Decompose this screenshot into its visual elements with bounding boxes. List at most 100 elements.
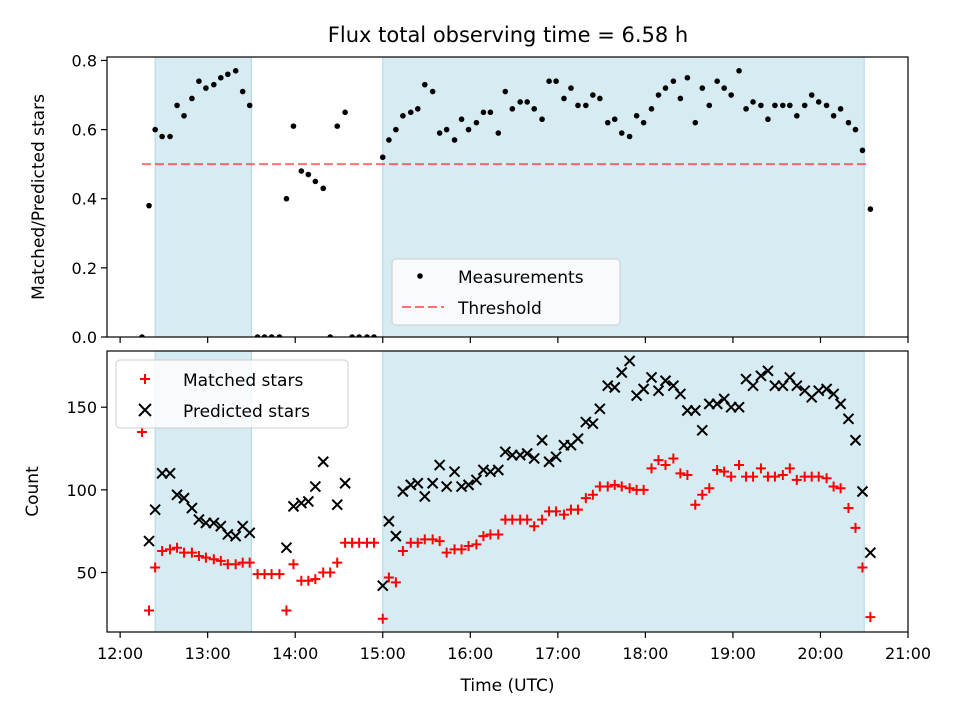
measurement-point (487, 109, 494, 116)
matched-star-point (390, 577, 401, 588)
matched-star-point (668, 453, 679, 464)
matched-star-point (493, 529, 504, 540)
measurement-point (495, 130, 502, 136)
measurement-point (349, 334, 355, 337)
matched-star-point (777, 469, 788, 480)
predicted-star-point (842, 413, 855, 425)
predicted-star-point (383, 515, 395, 527)
measurement-point (146, 202, 152, 209)
predicted-star-point (572, 432, 584, 445)
measurement-point (451, 137, 458, 143)
measurement-point (458, 116, 465, 123)
measurement-point (845, 119, 852, 126)
plot-frame (106, 56, 909, 338)
measurement-point (379, 154, 386, 161)
predicted-star-point (755, 370, 767, 382)
y-tick-label: 0.6 (72, 121, 97, 140)
measurement-point (662, 85, 669, 91)
predicted-star-point (433, 459, 446, 471)
matched-star-point (551, 506, 562, 517)
matched-star-point (537, 514, 548, 525)
measurement-point (859, 147, 866, 154)
count-panel: 50 100 150 12:00 13:00 14:00 15:00 16:00 17:00 18… (23, 350, 931, 696)
predicted-star-point (309, 480, 322, 493)
matched-star-point (215, 555, 226, 566)
measurement-point (611, 116, 618, 123)
x-tick-label: 12:00 (97, 644, 143, 663)
y-tick-label: 100 (66, 481, 97, 500)
ratio-panel: 0.0 0.2 0.4 0.6 0.8 Matched/Predicted stars Me… (29, 51, 909, 347)
predicted-star-point (550, 451, 562, 463)
predicted-star-point (440, 480, 453, 493)
matched-star-point (244, 557, 255, 568)
matched-star-point (624, 483, 635, 494)
predicted-star-point (229, 530, 242, 542)
measurement-point (758, 102, 764, 109)
y-tick-label: 0.4 (72, 190, 97, 209)
predicted-star-point (645, 371, 658, 384)
measurement-point (320, 185, 327, 192)
matched-star-point (441, 547, 452, 558)
matched-star-point (704, 483, 715, 494)
measurement-point (225, 71, 231, 78)
matched-star-point (150, 562, 161, 573)
predicted-star-point (426, 477, 439, 489)
measurement-point (553, 78, 559, 84)
measurement-point (640, 119, 647, 126)
matched-star-point (850, 522, 861, 533)
legend-marker-measurements (417, 273, 423, 279)
predicted-star-point (339, 477, 351, 489)
matched-star-point (325, 567, 336, 578)
predicted-star-point (820, 383, 833, 395)
measurement-point (400, 112, 406, 119)
x-tick-label: 16:00 (447, 644, 493, 663)
matched-star-point (137, 426, 148, 437)
measurement-point (290, 123, 297, 129)
measurement-point (699, 85, 706, 91)
predicted-star-point (689, 404, 701, 417)
x-tick-label: 20:00 (797, 644, 843, 663)
matched-star-point (383, 572, 394, 583)
measurement-point (196, 78, 202, 84)
matched-star-point (157, 546, 168, 557)
x-tick-label: 19:00 (710, 644, 756, 663)
measurement-point (568, 85, 574, 91)
predicted-star-point (492, 464, 505, 476)
measurement-point (517, 99, 523, 105)
measurement-point (852, 126, 859, 133)
matched-star-point (616, 481, 627, 492)
matched-star-point (397, 546, 408, 557)
measurement-point (480, 109, 487, 116)
predicted-star-point (302, 495, 315, 508)
plot-area (139, 68, 874, 337)
matched-star-point (456, 544, 467, 555)
measurement-point (765, 116, 771, 123)
measurement-point (174, 102, 180, 109)
measurement-point (823, 102, 830, 109)
predicted-star-point (280, 541, 293, 554)
matched-star-point (172, 542, 183, 553)
predicted-star-point (594, 403, 606, 415)
predicted-star-point (791, 380, 803, 392)
matched-star-point (835, 483, 846, 494)
measurement-point (371, 334, 377, 337)
matched-star-point (828, 481, 839, 492)
matched-star-point (791, 474, 802, 485)
predicted-star-point (448, 465, 461, 478)
plot-area (137, 355, 877, 624)
predicted-star-point (733, 401, 745, 413)
predicted-star-point (317, 456, 329, 468)
x-tick-label: 18:00 (622, 644, 668, 663)
measurement-point (386, 137, 392, 143)
measurement-point (736, 68, 742, 74)
predicted-star-point (849, 434, 862, 446)
measurement-point (502, 88, 509, 95)
measurement-point (728, 92, 734, 98)
predicted-star-point (186, 502, 198, 514)
measurement-point (181, 112, 187, 119)
matched-star-point (602, 481, 613, 492)
predicted-star-point (462, 479, 475, 491)
matched-star-point (200, 552, 211, 563)
matched-star-point (719, 466, 730, 477)
